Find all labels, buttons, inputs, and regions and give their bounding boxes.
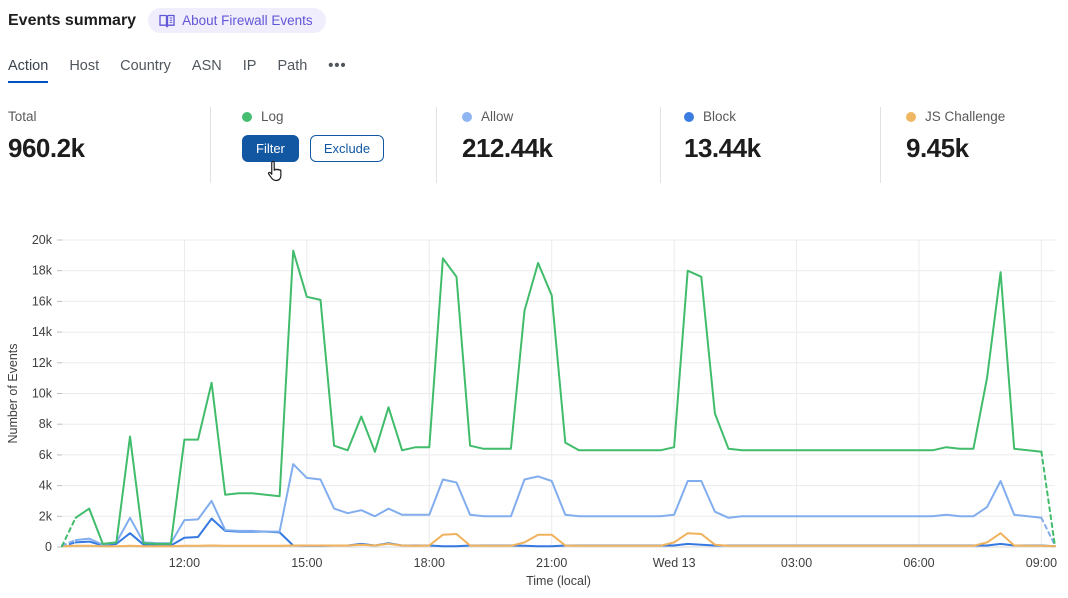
series-log-line (74, 249, 1043, 545)
tab-more-ellipsis[interactable]: ••• (328, 58, 347, 74)
stat-js-challenge-value: 9.45k (906, 133, 969, 163)
js-challenge-legend-dot (906, 111, 916, 122)
divider (210, 107, 211, 183)
y-tick-label: 16k (32, 294, 53, 308)
x-tick-label: Wed 13 (653, 556, 696, 570)
x-tick-label: 06:00 (903, 556, 934, 570)
tab-host[interactable]: Host (69, 58, 100, 74)
x-tick-label: 21:00 (536, 556, 567, 570)
x-tick-label: 03:00 (781, 556, 812, 570)
x-tick-label: 12:00 (169, 556, 200, 570)
tab-asn[interactable]: ASN (191, 58, 222, 74)
y-tick-label: 20k (32, 233, 53, 247)
stat-allow-label: Allow (481, 109, 514, 124)
divider (660, 107, 661, 183)
events-time-series-chart[interactable]: 0 2k 4k 6k 8k 10k 12k 14k 16k 18k 20k 12:00 15:00 18:… (0, 225, 1068, 598)
y-tick-label: 12k (32, 356, 53, 370)
stat-allow: Allow 212.44k (462, 109, 553, 164)
book-icon (159, 14, 175, 28)
y-tick-label: 18k (32, 264, 53, 278)
stats-row: Total 960.2k Log Filter Exclude Allow 21… (0, 103, 1068, 189)
stat-js-challenge: JS Challenge 9.45k (906, 109, 1005, 164)
series-js-challenge-line (61, 532, 1056, 548)
y-tick-label: 4k (39, 479, 53, 493)
stat-block-label: Block (703, 109, 737, 124)
exclude-button[interactable]: Exclude (309, 135, 385, 162)
y-tick-label: 2k (39, 509, 53, 523)
y-axis-label: Number of Events (6, 343, 20, 443)
tab-action[interactable]: Action (8, 58, 49, 83)
tab-path[interactable]: Path (277, 58, 308, 74)
stat-block-value: 13.44k (684, 133, 761, 163)
x-tick-label: 09:00 (1026, 556, 1057, 570)
x-tick-label: 18:00 (414, 556, 445, 570)
x-tick-label: 15:00 (291, 556, 322, 570)
stat-total-label: Total (8, 109, 37, 124)
header: Events summary About Firewall Events (8, 8, 326, 33)
divider (880, 107, 881, 183)
x-axis-label: Time (local) (526, 574, 591, 588)
badge-label: About Firewall Events (182, 13, 313, 28)
tab-country[interactable]: Country (120, 58, 171, 74)
series-allow-line (74, 463, 1043, 546)
stat-total: Total 960.2k (8, 109, 85, 164)
y-tick-label: 0 (45, 540, 52, 554)
series-log-dashed (61, 516, 77, 548)
allow-legend-dot (462, 111, 472, 122)
stat-total-value: 960.2k (8, 133, 85, 163)
stat-log-label: Log (261, 109, 284, 124)
page-title: Events summary (8, 11, 137, 29)
block-legend-dot (684, 111, 694, 122)
y-tick-label: 14k (32, 325, 53, 339)
y-tick-label: 8k (39, 417, 53, 431)
stat-js-challenge-label: JS Challenge (925, 109, 1006, 124)
stat-block: Block 13.44k (684, 109, 761, 164)
group-by-tabs: Action Host Country ASN IP Path ••• (8, 58, 347, 83)
stat-allow-value: 212.44k (462, 133, 553, 163)
y-tick-label: 6k (39, 448, 53, 462)
series-log-dashed (1040, 450, 1056, 548)
series-allow-dashed (1040, 516, 1056, 547)
about-firewall-events-badge[interactable]: About Firewall Events (148, 8, 326, 33)
y-tick-label: 10k (32, 387, 53, 401)
filter-button[interactable]: Filter (242, 135, 299, 162)
divider (436, 107, 437, 183)
series-allow-dashed (61, 539, 77, 547)
tab-ip[interactable]: IP (242, 58, 257, 74)
stat-log: Log Filter Exclude (242, 109, 385, 162)
log-legend-dot (242, 111, 252, 122)
